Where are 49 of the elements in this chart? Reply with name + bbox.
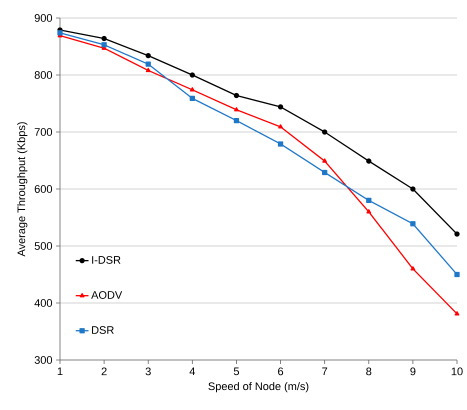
y-tick-label: 300 — [34, 356, 52, 364]
x-tick-label: 10 — [452, 368, 463, 376]
point — [278, 104, 284, 110]
x-tick-label: 6 — [278, 368, 284, 376]
x-tick-label: 1 — [58, 368, 63, 376]
y-tick-label: 500 — [34, 242, 52, 250]
legend-label: AODV — [91, 291, 122, 299]
point — [278, 141, 284, 147]
y-tick-label: 900 — [34, 14, 52, 22]
point — [278, 124, 283, 129]
y-tick-label: 400 — [34, 299, 52, 307]
x-tick-label: 7 — [322, 368, 328, 376]
point — [146, 68, 151, 72]
point — [454, 231, 460, 237]
point — [454, 311, 460, 316]
y-tick-label: 700 — [34, 128, 52, 136]
x-tick-label: 5 — [234, 368, 240, 376]
point — [322, 129, 328, 135]
point — [410, 186, 416, 192]
point — [101, 36, 107, 42]
x-tick-label: 8 — [366, 368, 372, 376]
point — [190, 87, 195, 92]
x-tick-label: 3 — [146, 368, 151, 376]
point — [101, 42, 107, 48]
point — [234, 118, 240, 124]
legend-label: DSR — [92, 326, 114, 334]
point — [234, 92, 240, 98]
point — [146, 62, 151, 67]
point — [410, 221, 416, 226]
x-tick-label: 9 — [410, 368, 416, 376]
point — [234, 107, 239, 112]
point — [190, 72, 195, 78]
point — [366, 198, 372, 204]
x-tick-label: 4 — [190, 368, 196, 376]
point — [366, 209, 372, 214]
point — [366, 158, 372, 164]
point — [322, 158, 328, 163]
point — [454, 272, 460, 278]
point — [190, 96, 195, 102]
x-axis-title: Speed of Node (m/s) — [208, 382, 308, 392]
y-tick-label: 600 — [34, 185, 52, 193]
point — [322, 170, 328, 176]
legend-label: I-DSR — [92, 256, 120, 264]
y-axis-title: Average Throughput (Kbps) — [17, 122, 28, 257]
point — [410, 266, 416, 270]
x-tick-label: 2 — [102, 368, 107, 376]
point — [146, 52, 151, 58]
point — [57, 30, 63, 36]
y-tick-label: 800 — [34, 71, 52, 79]
